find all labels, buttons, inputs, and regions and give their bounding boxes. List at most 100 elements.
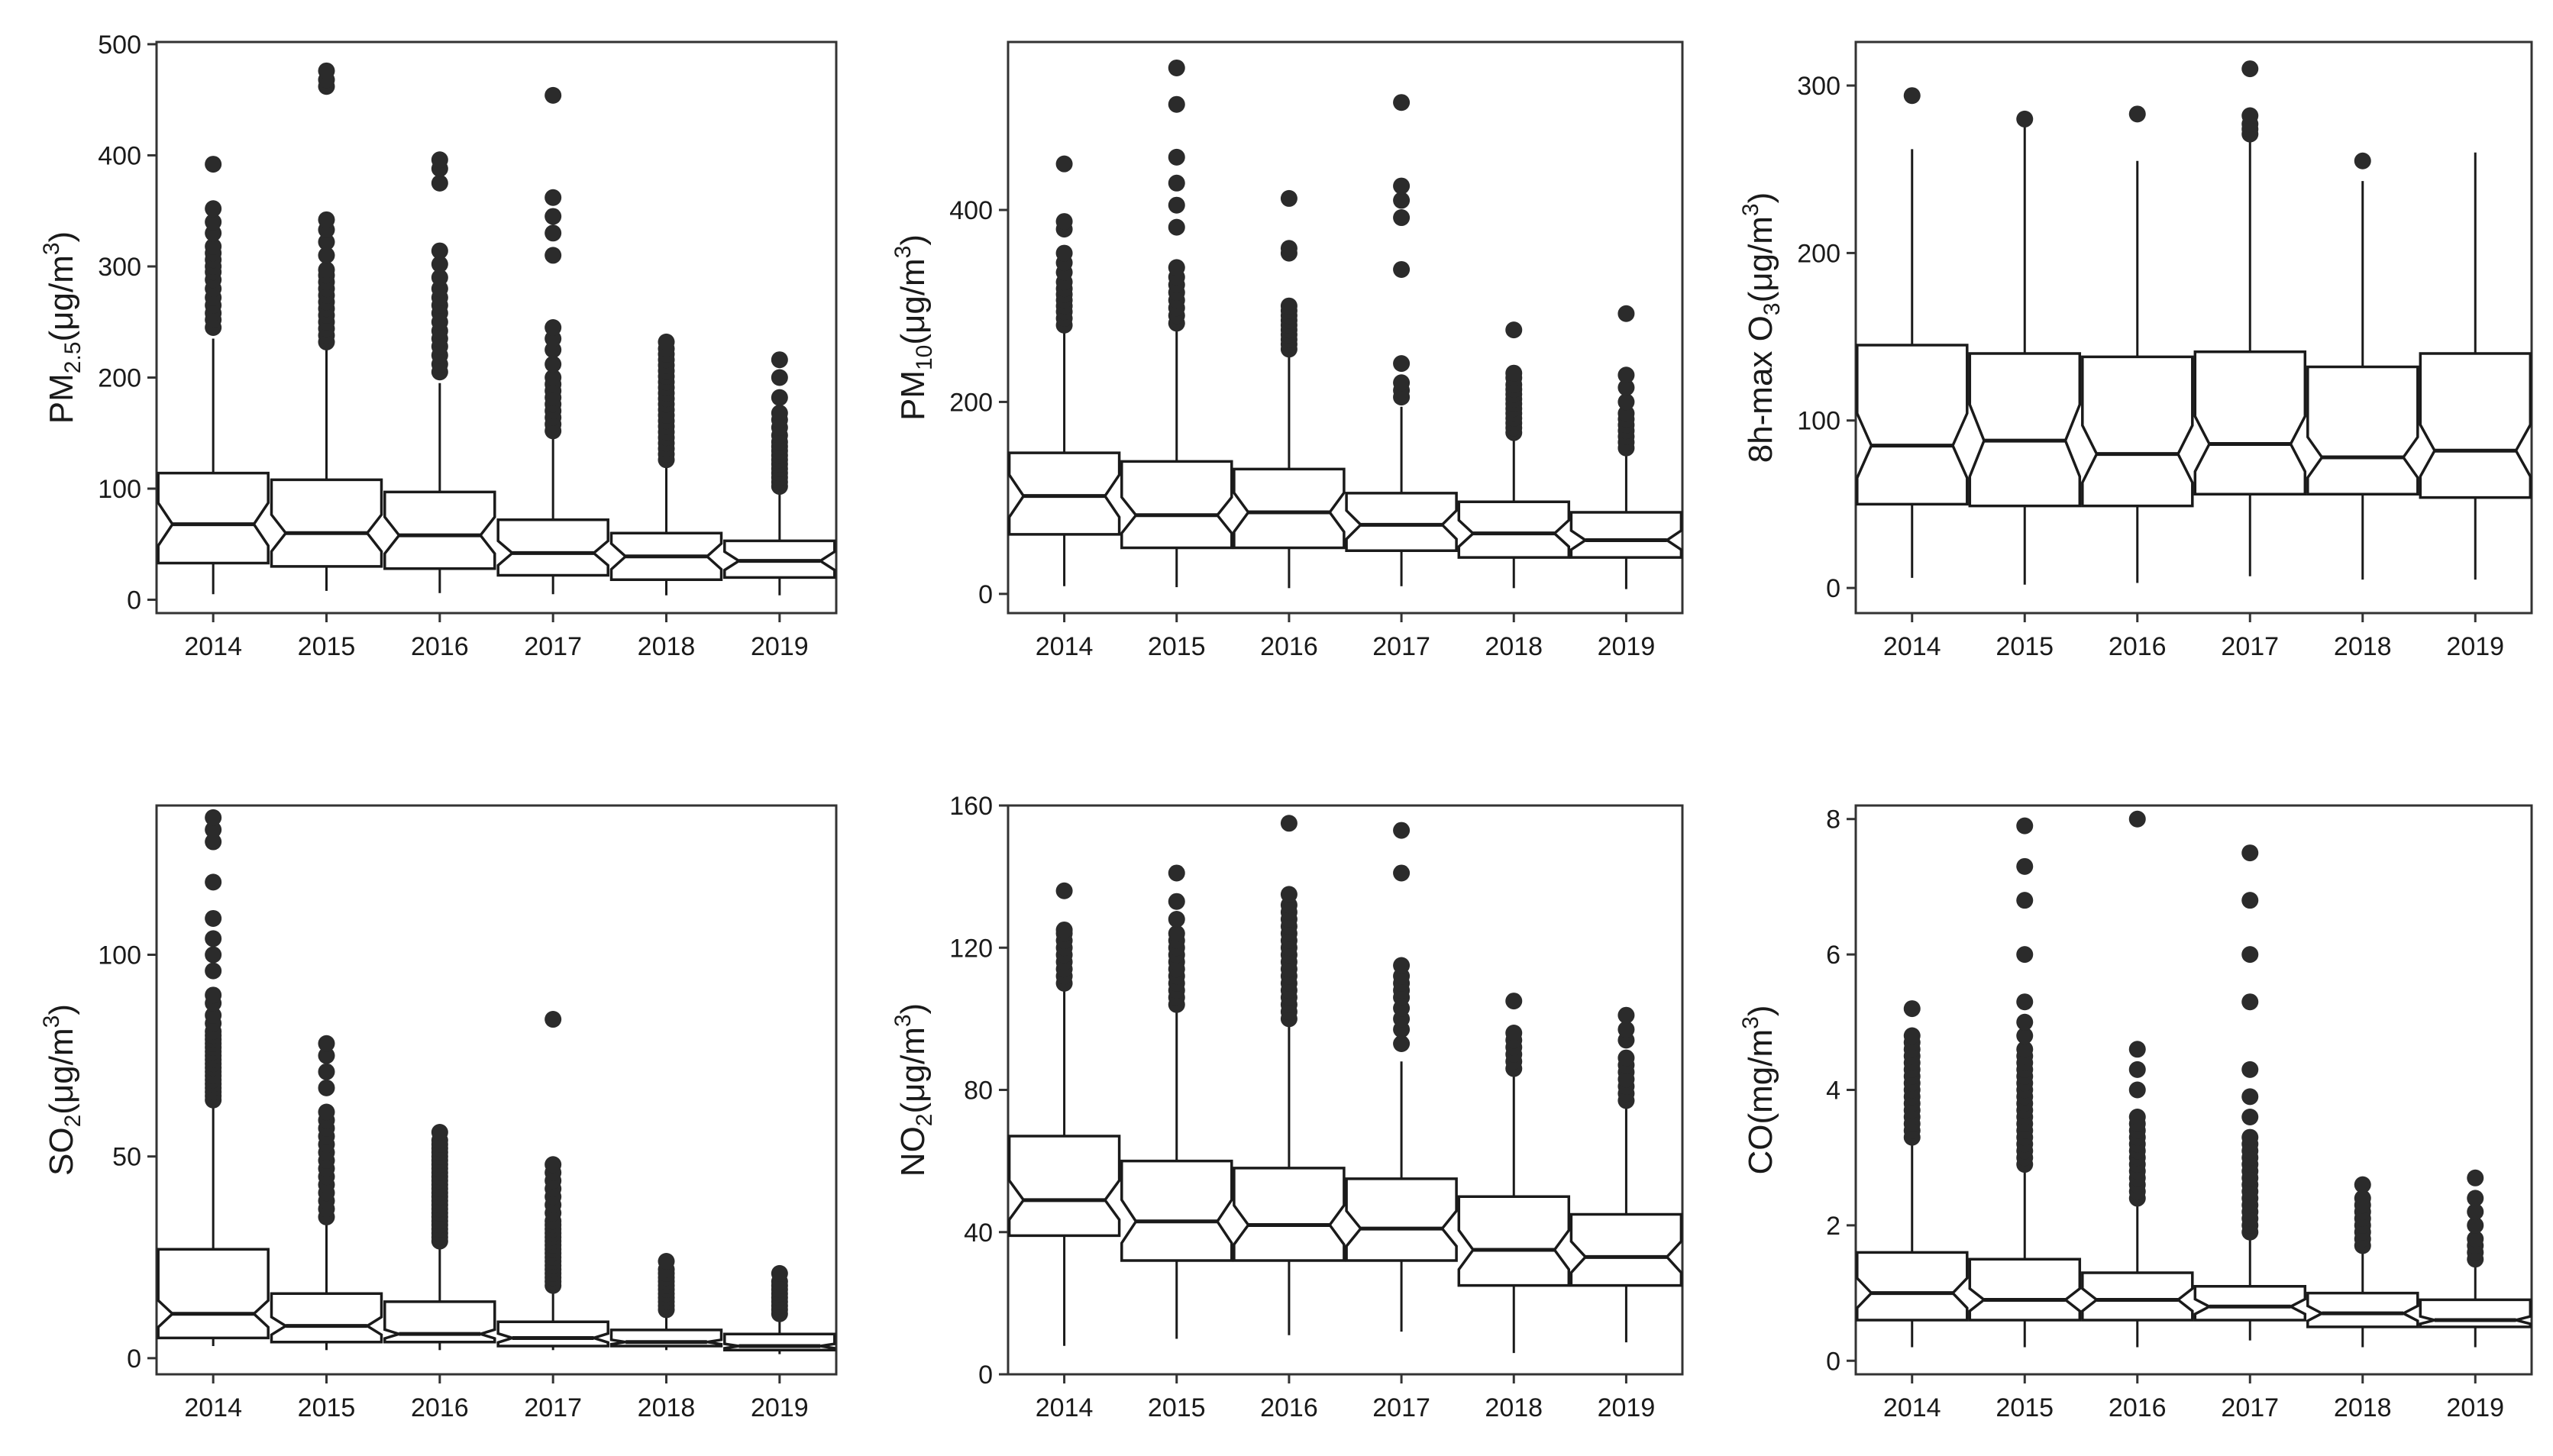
outlier-point	[1168, 59, 1185, 76]
box-2016	[1233, 815, 1346, 1335]
notched-box	[2419, 1298, 2532, 1328]
box-2019	[2419, 1169, 2532, 1348]
outlier-point	[2128, 1108, 2146, 1125]
outlier-point	[1617, 405, 1635, 422]
x-tick-label: 2017	[524, 632, 582, 661]
outlier-point	[2016, 110, 2034, 128]
y-axis-label: PM2.5(μg/m3)	[39, 231, 86, 424]
outlier-point	[205, 873, 222, 891]
outlier-point	[545, 319, 562, 336]
outlier-point	[1055, 155, 1073, 173]
outlier-point	[2354, 1176, 2371, 1193]
outlier-point	[2241, 946, 2259, 964]
y-axis-label-close: )	[1742, 192, 1779, 204]
box-2018	[2306, 1176, 2419, 1348]
y-axis-label-unit: (μg/m	[43, 255, 80, 341]
box-2016	[383, 151, 496, 593]
y-tick-label: 200	[949, 388, 993, 417]
notched-box	[2081, 355, 2194, 508]
notched-box	[157, 1248, 270, 1340]
outlier-point	[1505, 1025, 1523, 1041]
y-axis-label-superscript: 3	[1738, 1016, 1763, 1029]
outlier-point	[2241, 107, 2259, 124]
y-tick-label: 0	[978, 1361, 993, 1390]
box-2014	[157, 156, 270, 595]
outlier-point	[2467, 1190, 2484, 1207]
y-tick-label: 300	[98, 253, 141, 282]
x-tick-label: 2015	[298, 1393, 356, 1422]
y-axis-label-main: NO	[894, 1126, 932, 1177]
box-2014	[157, 809, 270, 1347]
notched-box	[1120, 460, 1233, 550]
outlier-point	[1280, 297, 1298, 315]
y-axis-label-main: SO	[43, 1127, 80, 1176]
box-2015	[270, 62, 383, 591]
outlier-point	[1168, 196, 1185, 214]
outlier-point	[1168, 259, 1185, 276]
y-tick-label: 500	[98, 31, 141, 60]
x-tick-label: 2015	[298, 632, 356, 661]
y-tick-label: 300	[1797, 72, 1840, 101]
outlier-point	[658, 1253, 675, 1270]
box-2017	[1345, 94, 1458, 586]
x-tick-label: 2018	[2334, 1393, 2392, 1422]
outlier-point	[1168, 218, 1185, 236]
y-tick-label: 0	[1826, 1347, 1840, 1376]
outlier-point	[1168, 911, 1185, 928]
outlier-point	[1903, 1027, 1921, 1044]
notched-box	[1856, 344, 1969, 506]
outlier-point	[318, 261, 335, 279]
box-2016	[2081, 810, 2194, 1348]
box-2019	[1569, 305, 1683, 589]
outlier-point	[1393, 957, 1411, 974]
outlier-point	[1055, 213, 1073, 231]
notched-box	[1968, 1257, 2082, 1322]
outlier-point	[2128, 810, 2146, 828]
outlier-point	[1393, 94, 1411, 111]
notched-box	[157, 471, 270, 565]
notched-box	[2419, 352, 2532, 499]
box-2018	[1457, 993, 1571, 1354]
outlier-point	[2467, 1230, 2484, 1248]
outlier-point	[318, 247, 335, 264]
outlier-point	[1168, 925, 1185, 942]
outlier-point	[205, 930, 222, 948]
x-tick-label: 2019	[2446, 632, 2504, 661]
outlier-point	[318, 1079, 335, 1096]
y-axis-label-close: )	[43, 1004, 80, 1015]
outlier-point	[2354, 152, 2371, 169]
outlier-point	[1505, 364, 1523, 382]
box-2017	[2193, 844, 2307, 1341]
box-2017	[1345, 822, 1458, 1332]
outlier-point	[205, 213, 222, 231]
x-tick-label: 2018	[638, 632, 696, 661]
y-tick-label: 4	[1826, 1077, 1840, 1106]
notched-box	[383, 1300, 496, 1344]
x-tick-label: 2014	[1036, 1393, 1094, 1422]
notched-box	[2193, 1284, 2307, 1322]
outlier-point	[1617, 366, 1635, 384]
panel-1: 0 100 200 300 400 500 2014 2015 2016 2017 2018 2019…	[39, 31, 838, 661]
outlier-point	[318, 1047, 335, 1064]
outlier-point	[205, 962, 222, 980]
x-tick-label: 2017	[524, 1393, 582, 1422]
notched-box	[1569, 1212, 1683, 1287]
x-tick-label: 2019	[1598, 632, 1656, 661]
notched-box	[1345, 492, 1458, 553]
outlier-point	[1393, 209, 1411, 227]
outlier-point	[1903, 1000, 1921, 1018]
outlier-point	[1168, 95, 1185, 113]
x-tick-label: 2015	[1996, 1393, 2054, 1422]
y-tick-label: 0	[1826, 574, 1840, 603]
x-tick-label: 2016	[1260, 632, 1318, 661]
outlier-point	[205, 821, 222, 838]
outlier-point	[2016, 1027, 2034, 1044]
y-axis-label: PM10(μg/m3)	[890, 234, 937, 421]
y-axis-label-main: CO(mg/m	[1742, 1029, 1779, 1175]
box-2014	[1007, 155, 1121, 586]
y-axis-label-superscript: 3	[39, 242, 64, 255]
y-axis-label-superscript: 3	[890, 1014, 916, 1027]
outlier-point	[431, 151, 448, 169]
outlier-point	[205, 986, 222, 1004]
outlier-point	[1168, 893, 1185, 910]
